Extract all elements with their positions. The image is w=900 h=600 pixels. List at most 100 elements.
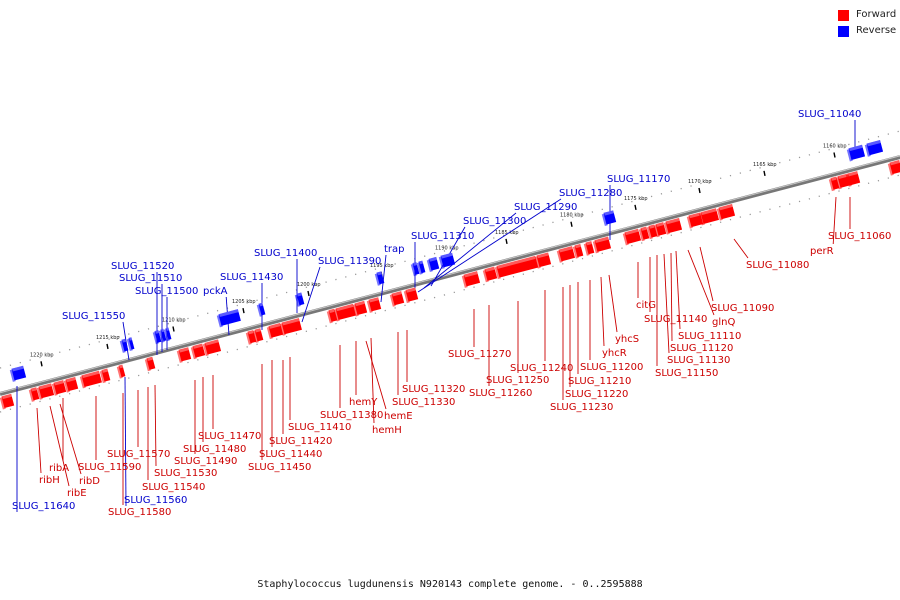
leader-line <box>154 384 157 467</box>
forward-gene-block-shine <box>718 204 733 211</box>
legend-reverse-swatch <box>838 26 849 37</box>
gene-label: SLUG_11400 <box>254 248 317 259</box>
gene-label: SLUG_11390 <box>318 256 381 267</box>
forward-gene-block-shine <box>484 266 495 273</box>
leader-line <box>423 212 517 289</box>
forward-gene-block <box>716 204 736 221</box>
reverse-gene-block-shine <box>218 309 239 318</box>
forward-gene-block-shine <box>30 387 38 392</box>
reverse-gene-block <box>294 292 305 307</box>
reverse-gene-block-shadow <box>256 304 263 317</box>
forward-gene-block-shine <box>192 343 203 350</box>
forward-gene-block-shadow <box>461 275 468 288</box>
forward-gene-block <box>583 241 595 256</box>
gene-label: SLUG_11270 <box>448 349 511 360</box>
scale-tick-mark <box>698 187 701 194</box>
gene-label: SLUG_11330 <box>392 397 455 408</box>
forward-gene-block <box>36 383 55 400</box>
forward-gene-block-shadow <box>663 222 670 235</box>
forward-gene-block-shadow <box>28 389 35 402</box>
forward-gene-block-body <box>405 287 419 302</box>
scale-tick-label: 1185 kbp <box>495 230 519 236</box>
legend-reverse-label: Reverse <box>856 25 897 36</box>
reverse-gene-block-shadow <box>119 340 126 353</box>
scale-tick-mark <box>172 326 175 332</box>
gene-label: SLUG_11440 <box>259 449 322 460</box>
gene-labels: SLUG_11040 SLUG_11170 SLUG_11280 SLUG_11290… <box>12 109 891 518</box>
forward-gene-block-body <box>281 318 302 335</box>
gene-label: SLUG_11640 <box>12 501 75 512</box>
forward-gene-block-shine <box>65 377 76 383</box>
scale-tick-mark <box>763 170 766 177</box>
reverse-gene-block <box>9 365 27 382</box>
forward-gene-block-body <box>192 343 206 358</box>
forward-gene-block-body <box>718 204 736 220</box>
forward-gene-block-shine <box>624 228 639 236</box>
gene-label: SLUG_11300 <box>463 216 526 227</box>
leader-line <box>36 407 42 474</box>
reverse-gene-block-shadow <box>601 213 608 226</box>
forward-gene-block-body <box>536 252 552 268</box>
reverse-gene-block <box>438 252 456 269</box>
forward-gene-block <box>403 287 419 304</box>
reverse-gene-block-shadow <box>374 273 381 286</box>
forward-gene-block-shine <box>38 383 52 390</box>
forward-gene-block-body <box>594 236 612 252</box>
forward-gene-block <box>202 339 222 357</box>
forward-gene-block <box>622 228 642 246</box>
reverse-gene-block-body <box>418 260 426 274</box>
reverse-gene-block-shadow <box>294 294 301 307</box>
gene-label: SLUG_11380 <box>320 410 383 421</box>
forward-gene-block-shadow <box>279 323 286 336</box>
reverse-gene-block-shadow <box>158 330 165 343</box>
reverse-gene-block-shine <box>11 365 24 372</box>
reverse-gene-block-shadow <box>426 259 433 273</box>
forward-gene-block <box>887 160 900 176</box>
scale-tick: 1210 kbp <box>162 318 186 332</box>
reverse-gene-block <box>846 144 866 162</box>
scale-tick-mark <box>106 343 109 350</box>
gene-label: SLUG_11320 <box>402 384 465 395</box>
forward-gene-block-shadow <box>326 311 333 324</box>
forward-gene-block-shine <box>101 368 109 373</box>
forward-gene-block-shadow <box>653 224 660 238</box>
forward-gene-block-shadow <box>389 294 396 307</box>
forward-gene-block-shine <box>847 171 858 177</box>
forward-gene-block-body <box>81 370 102 387</box>
gene-label: SLUG_11080 <box>746 260 809 271</box>
gene-label: SLUG_11530 <box>154 468 217 479</box>
gene-label: SLUG_11260 <box>469 388 532 399</box>
forward-gene-block-shadow <box>51 383 58 396</box>
gene-label: SLUG_11120 <box>670 343 733 354</box>
scale-tick-label: 1175 kbp <box>624 196 648 202</box>
reverse-gene-block-body <box>376 271 385 285</box>
forward-gene-block-body <box>496 255 539 278</box>
backbone-highlight <box>0 155 900 394</box>
reverse-gene-block-body <box>154 330 162 343</box>
scale-tick: 1220 kbp <box>30 352 54 367</box>
leader-line <box>699 246 714 302</box>
forward-gene-block-shine <box>648 224 656 229</box>
forward-gene-block-shine <box>640 226 648 232</box>
forward-gene-block-shadow <box>190 346 197 360</box>
scale-tick-label: 1170 kbp <box>688 179 712 185</box>
forward-gene-block <box>252 328 264 343</box>
reverse-gene-block-shadow <box>152 331 159 345</box>
forward-gene-block-shadow <box>116 366 123 379</box>
forward-gene-block-body <box>178 347 192 362</box>
forward-gene-block-body <box>1 393 15 409</box>
forward-gene-block-body <box>368 297 382 312</box>
forward-gene-block-shadow <box>176 350 183 363</box>
reverse-gene-block-shine <box>848 144 863 152</box>
legend-forward-label: Forward <box>856 9 897 20</box>
gene-label: SLUG_11230 <box>550 402 613 413</box>
forward-gene-block-body <box>484 266 498 281</box>
gene-label: SLUG_11090 <box>711 303 774 314</box>
forward-gene-block-shadow <box>686 216 693 229</box>
gene-label: SLUG_11140 <box>644 314 707 325</box>
gene-label: SLUG_11470 <box>198 431 261 442</box>
gene-label: SLUG_11420 <box>269 436 332 447</box>
reverse-gene-block-shadow <box>9 369 16 382</box>
forward-gene-block <box>28 387 40 402</box>
gene-label: SLUG_11540 <box>142 482 205 493</box>
